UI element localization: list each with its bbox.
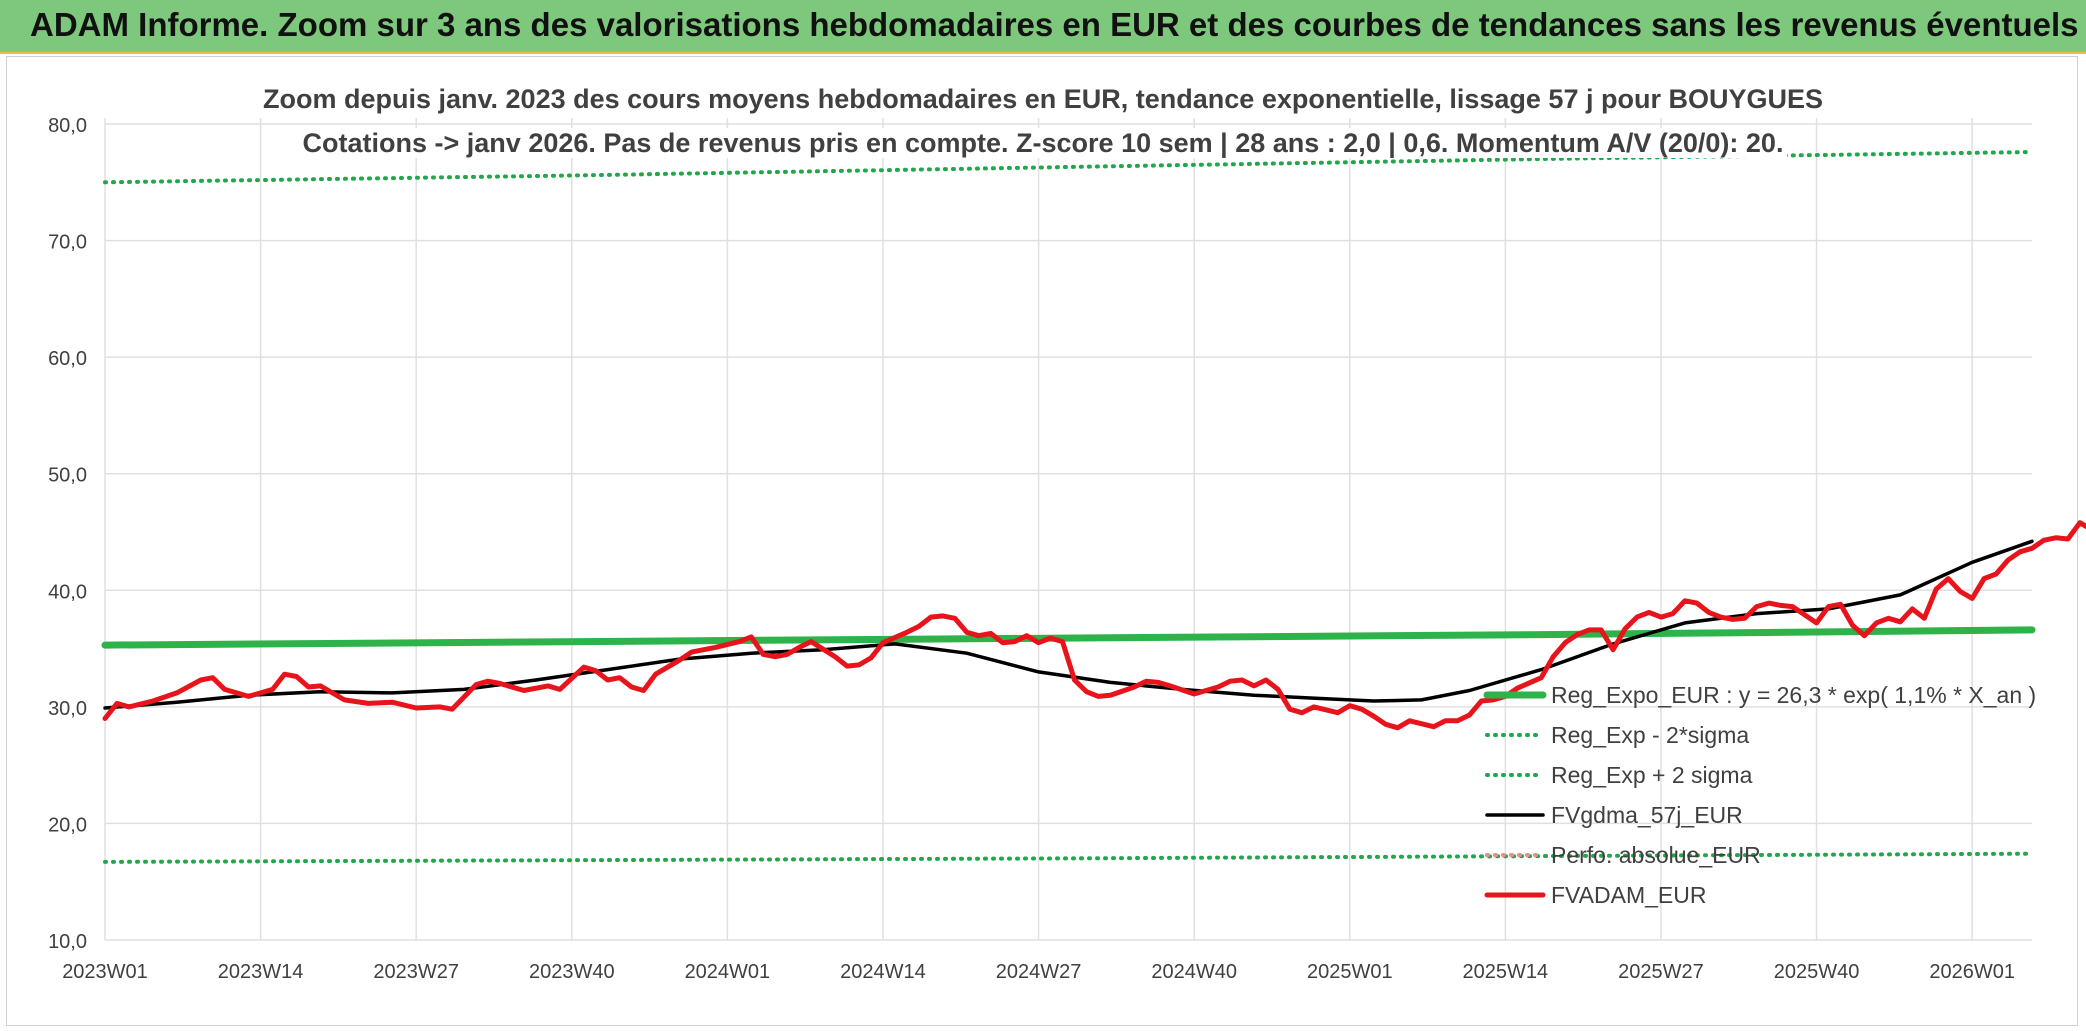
legend-label: Perfo. absolue_EUR (1551, 842, 1761, 868)
chart-frame (6, 56, 2078, 1026)
chart-subtitle-text: Cotations -> janv 2026. Pas de revenus p… (298, 128, 1788, 158)
x-tick-label: 2024W27 (996, 961, 1082, 983)
x-tick-label: 2026W01 (1929, 961, 2015, 983)
series-line-0 (101, 626, 2036, 649)
x-tick-label: 2025W01 (1307, 961, 1393, 983)
y-tick-label: 20,0 (48, 814, 87, 836)
x-tick-label: 2024W40 (1151, 961, 1237, 983)
y-tick-label: 50,0 (48, 465, 87, 487)
x-tick-label: 2023W01 (62, 961, 148, 983)
series-line-3 (103, 539, 2034, 710)
legend-label: FVgdma_57j_EUR (1551, 802, 1743, 828)
y-tick-label: 80,0 (48, 115, 87, 137)
legend-label: Reg_Expo_EUR : y = 26,3 * exp( 1,1% * X_… (1551, 682, 2036, 708)
x-tick-label: 2023W14 (218, 961, 304, 983)
x-tick-label: 2025W40 (1774, 961, 1860, 983)
y-tick-label: 40,0 (48, 581, 87, 603)
chart-title: Zoom depuis janv. 2023 des cours moyens … (0, 84, 2086, 115)
series-line-1 (103, 851, 2034, 864)
x-tick-label: 2024W14 (840, 961, 926, 983)
report-banner: ADAM Informe. Zoom sur 3 ans des valoris… (0, 0, 2086, 54)
legend-label: Reg_Exp - 2*sigma (1551, 722, 1749, 748)
x-tick-label: 2023W40 (529, 961, 615, 983)
x-tick-label: 2025W27 (1618, 961, 1704, 983)
x-tick-label: 2023W27 (373, 961, 459, 983)
series-line-5 (102, 520, 2086, 731)
x-tick-label: 2025W14 (1463, 961, 1549, 983)
x-tick-label: 2024W01 (685, 961, 771, 983)
y-tick-label: 10,0 (48, 931, 87, 953)
chart-subtitle: Cotations -> janv 2026. Pas de revenus p… (0, 128, 2086, 159)
y-tick-label: 60,0 (48, 348, 87, 370)
y-tick-label: 70,0 (48, 232, 87, 254)
report-title: ADAM Informe. Zoom sur 3 ans des valoris… (30, 6, 2079, 43)
legend-label: FVADAM_EUR (1551, 882, 1707, 908)
y-tick-label: 30,0 (48, 698, 87, 720)
chart-title-text: Zoom depuis janv. 2023 des cours moyens … (259, 84, 1827, 114)
legend-label: Reg_Exp + 2 sigma (1551, 762, 1753, 788)
